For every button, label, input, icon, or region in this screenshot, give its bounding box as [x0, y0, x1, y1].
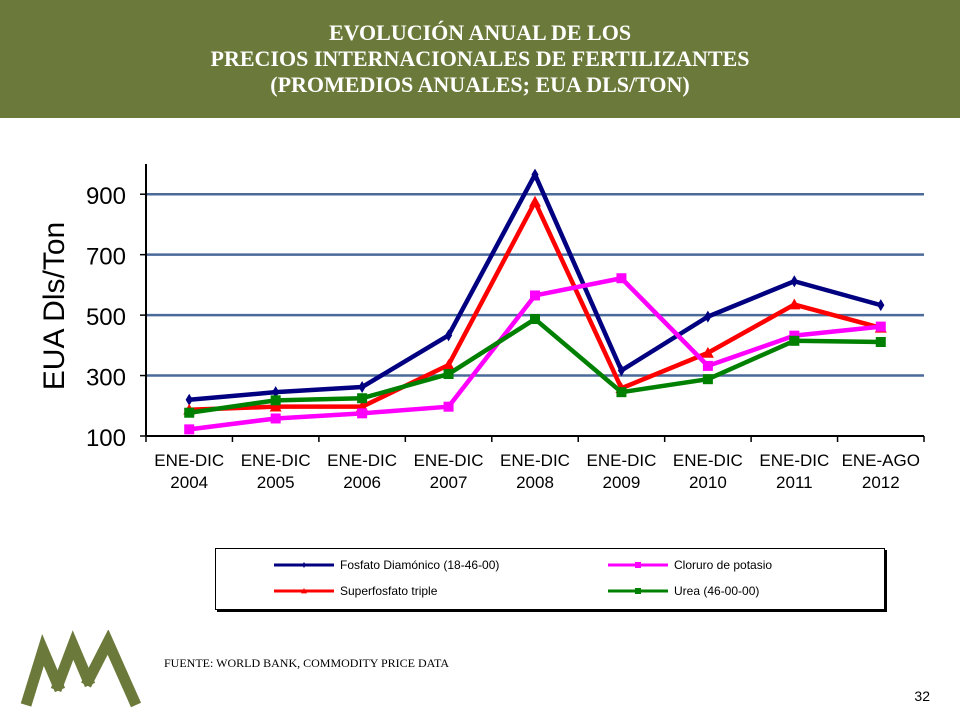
series-layer: [183, 168, 887, 435]
title-line-3: (PROMEDIOS ANUALES; EUA DLS/TON): [270, 72, 690, 97]
series-urea-46-00-00-: [184, 314, 886, 418]
data-point: [530, 290, 540, 301]
data-point: [184, 424, 195, 435]
legend-entry: Superfosfato triple: [274, 584, 438, 598]
x-tick-label: ENE-AGO 2012: [842, 451, 920, 492]
data-point: [270, 395, 281, 406]
y-tick-label: 700: [86, 244, 126, 271]
chart-legend: Fosfato Diamónico (18-46-00) Cloruro de p…: [215, 548, 885, 610]
legend-label: Fosfato Diamónico (18-46-00): [340, 558, 499, 572]
legend-entry: Cloruro de potasio: [608, 558, 772, 572]
x-tick-label-year: 2007: [430, 473, 468, 492]
data-point: [704, 310, 712, 323]
y-tick-label: 500: [86, 304, 126, 331]
legend-label: Superfosfato triple: [340, 584, 438, 598]
title-line-1: EVOLUCIÓN ANUAL DE LOS: [328, 20, 632, 45]
data-point: [185, 393, 193, 406]
data-point: [301, 588, 307, 594]
data-point: [443, 401, 454, 412]
data-point: [442, 358, 455, 370]
data-point: [529, 195, 541, 207]
data-point: [270, 413, 281, 424]
series-line: [189, 199, 882, 412]
data-point: [702, 360, 713, 371]
data-point: [531, 168, 539, 181]
data-point: [184, 407, 195, 418]
series-superfosfato-triple: [183, 195, 887, 415]
x-tick-label: ENE-DIC 2010: [673, 451, 743, 492]
data-point: [877, 299, 885, 312]
x-tick-label-year: 2009: [603, 473, 641, 492]
x-tick-label: ENE-DIC 2008: [500, 451, 570, 492]
slide-title: EVOLUCIÓN ANUAL DE LOS PRECIOS INTERNACI…: [0, 0, 960, 118]
data-point: [443, 369, 454, 380]
data-point: [701, 346, 714, 358]
source-note: FUENTE: WORLD BANK, COMMODITY PRICE DATA: [164, 656, 450, 670]
y-tick-label: 100: [86, 425, 126, 452]
x-tick-label-period: ENE-DIC: [500, 451, 570, 470]
legend-label: Urea (46-00-00): [674, 584, 759, 598]
data-point: [788, 298, 801, 310]
data-point: [444, 329, 453, 342]
data-point: [530, 314, 540, 325]
x-tick-label: ENE-DIC 2009: [586, 451, 656, 492]
data-point: [635, 562, 641, 568]
x-tick-label-year: 2010: [689, 473, 727, 492]
data-point: [357, 393, 368, 404]
x-tick-label-period: ENE-DIC: [154, 451, 224, 470]
series-line: [188, 316, 881, 415]
x-tick-label-period: ENE-DIC: [327, 451, 397, 470]
y-axis-label: EUA Dls/Ton: [38, 222, 71, 390]
data-point: [635, 588, 641, 594]
data-point: [616, 387, 627, 398]
x-tick-label: ENE-DIC 2007: [414, 451, 484, 492]
legend-entry: Urea (46-00-00): [608, 584, 759, 598]
x-tick-label-year: 2012: [862, 473, 900, 492]
data-point: [789, 335, 800, 346]
data-point: [302, 562, 306, 568]
y-tick-label: 300: [86, 365, 126, 392]
series-line: [189, 172, 882, 402]
data-point: [875, 337, 886, 348]
x-tick-label-year: 2006: [343, 473, 381, 492]
data-point: [617, 364, 626, 377]
x-tick-label-year: 2004: [170, 473, 208, 492]
x-tick-label-period: ENE-DIC: [241, 451, 311, 470]
x-tick-label: ENE-DIC 2005: [241, 451, 311, 492]
x-tick-label-year: 2005: [257, 473, 295, 492]
legend-entry: Fosfato Diamónico (18-46-00): [274, 558, 499, 572]
data-point: [790, 275, 798, 288]
x-tick-label: ENE-DIC 2006: [327, 451, 397, 492]
data-point: [789, 330, 800, 341]
x-tick-label-year: 2011: [776, 473, 813, 492]
legend-label: Cloruro de potasio: [674, 558, 772, 572]
data-point: [616, 273, 627, 284]
x-tick-label: ENE-DIC 2004: [154, 451, 224, 492]
x-tick-label-period: ENE-DIC: [586, 451, 656, 470]
data-point: [269, 400, 282, 412]
title-line-2: PRECIOS INTERNACIONALES DE FERTILIZANTES: [210, 46, 750, 71]
data-point: [358, 381, 366, 394]
x-tick-label-period: ENE-DIC: [673, 451, 743, 470]
x-tick-label-period: ENE-AGO: [842, 451, 920, 470]
axes: [140, 164, 925, 442]
company-logo: [20, 630, 142, 708]
x-tick-label-period: ENE-DIC: [759, 451, 829, 470]
y-tick-label: 900: [86, 183, 126, 210]
x-tick-label-period: ENE-DIC: [414, 451, 484, 470]
x-tick-label-year: 2008: [516, 473, 554, 492]
data-point: [875, 321, 886, 332]
x-tick-label: ENE-DIC 2011: [759, 451, 829, 492]
data-point: [357, 408, 368, 419]
series-cloruro-de-potasio: [184, 273, 886, 435]
page-number: 32: [914, 688, 930, 704]
data-point: [702, 374, 713, 385]
data-point: [272, 386, 280, 399]
series-fosfato-diam-nico-18-46-00-: [185, 168, 885, 406]
